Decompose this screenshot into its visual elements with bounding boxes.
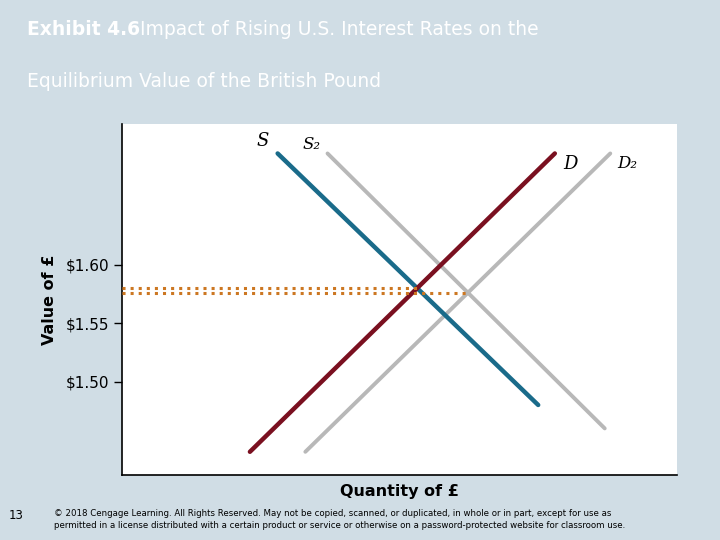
- Text: Exhibit 4.6: Exhibit 4.6: [27, 20, 140, 39]
- Text: © 2018 Cengage Learning. All Rights Reserved. May not be copied, scanned, or dup: © 2018 Cengage Learning. All Rights Rese…: [54, 509, 625, 530]
- X-axis label: Quantity of £: Quantity of £: [340, 483, 459, 498]
- Text: S: S: [257, 132, 269, 150]
- Text: Equilibrium Value of the British Pound: Equilibrium Value of the British Pound: [27, 72, 382, 91]
- Text: D: D: [563, 154, 577, 173]
- Text: D₂: D₂: [617, 154, 637, 172]
- Text: 13: 13: [9, 509, 24, 522]
- Text: S₂: S₂: [303, 137, 321, 153]
- Y-axis label: Value of £: Value of £: [42, 254, 58, 345]
- Text: Impact of Rising U.S. Interest Rates on the: Impact of Rising U.S. Interest Rates on …: [134, 20, 539, 39]
